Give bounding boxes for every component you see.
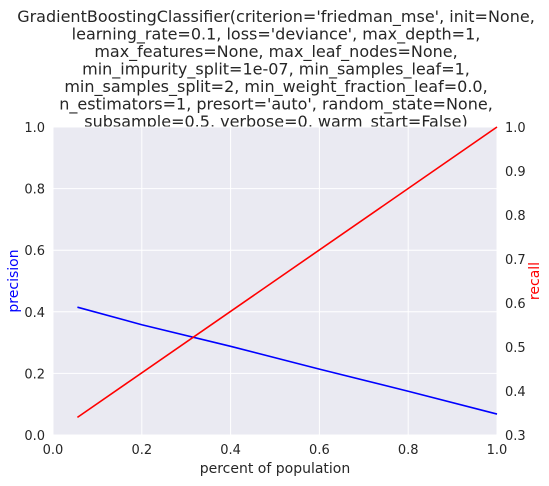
chart-title-line: n_estimators=1, presort='auto', random_s… xyxy=(59,95,493,115)
y-right-axis-label: recall xyxy=(527,262,543,300)
y-left-axis-label: precision xyxy=(6,249,22,312)
y-left-tick-label: 0.2 xyxy=(24,367,45,382)
series-lines xyxy=(76,126,498,419)
x-tick-label: 1.0 xyxy=(487,443,508,458)
chart-title-line: GradientBoostingClassifier(criterion='fr… xyxy=(17,7,535,27)
y-left-tick-label: 0.8 xyxy=(24,183,45,198)
y-right-tick-label: 0.5 xyxy=(505,341,526,356)
y-left-axis-ticks: 0.0 0.2 0.4 0.6 0.8 1.0 xyxy=(24,121,45,444)
x-tick-label: 0.4 xyxy=(220,443,241,458)
y-left-tick-label: 0.0 xyxy=(24,429,45,444)
series-line-recall xyxy=(76,126,498,419)
y-right-tick-label: 0.9 xyxy=(505,165,526,180)
y-right-tick-label: 0.8 xyxy=(505,209,526,224)
y-right-axis-ticks: 0.3 0.4 0.5 0.6 0.7 0.8 0.9 1.0 xyxy=(505,121,526,444)
y-right-tick-label: 0.3 xyxy=(505,429,526,444)
y-left-tick-label: 0.6 xyxy=(24,244,45,259)
chart-title-line: learning_rate=0.1, loss='deviance', max_… xyxy=(72,25,481,45)
grid xyxy=(52,126,498,436)
y-right-tick-label: 0.6 xyxy=(505,297,526,312)
chart-title-line: max_features=None, max_leaf_nodes=None, xyxy=(94,42,457,62)
y-left-tick-label: 0.4 xyxy=(24,306,45,321)
chart-title-line: min_samples_split=2, min_weight_fraction… xyxy=(64,77,487,97)
x-tick-label: 0.8 xyxy=(398,443,419,458)
series-line-precision xyxy=(77,306,498,415)
chart-title: GradientBoostingClassifier(criterion='fr… xyxy=(17,7,535,132)
x-tick-label: 0.6 xyxy=(309,443,330,458)
y-left-tick-label: 1.0 xyxy=(24,121,45,136)
x-tick-label: 0.0 xyxy=(43,443,64,458)
x-axis-label: percent of population xyxy=(200,461,351,477)
y-right-tick-label: 0.7 xyxy=(505,253,526,268)
x-tick-label: 0.2 xyxy=(131,443,152,458)
x-axis-ticks: 0.0 0.2 0.4 0.6 0.8 1.0 xyxy=(43,443,508,458)
y-right-tick-label: 1.0 xyxy=(505,121,526,136)
y-right-tick-label: 0.4 xyxy=(505,385,526,400)
chart-title-line: min_impurity_split=1e-07, min_samples_le… xyxy=(82,60,470,80)
